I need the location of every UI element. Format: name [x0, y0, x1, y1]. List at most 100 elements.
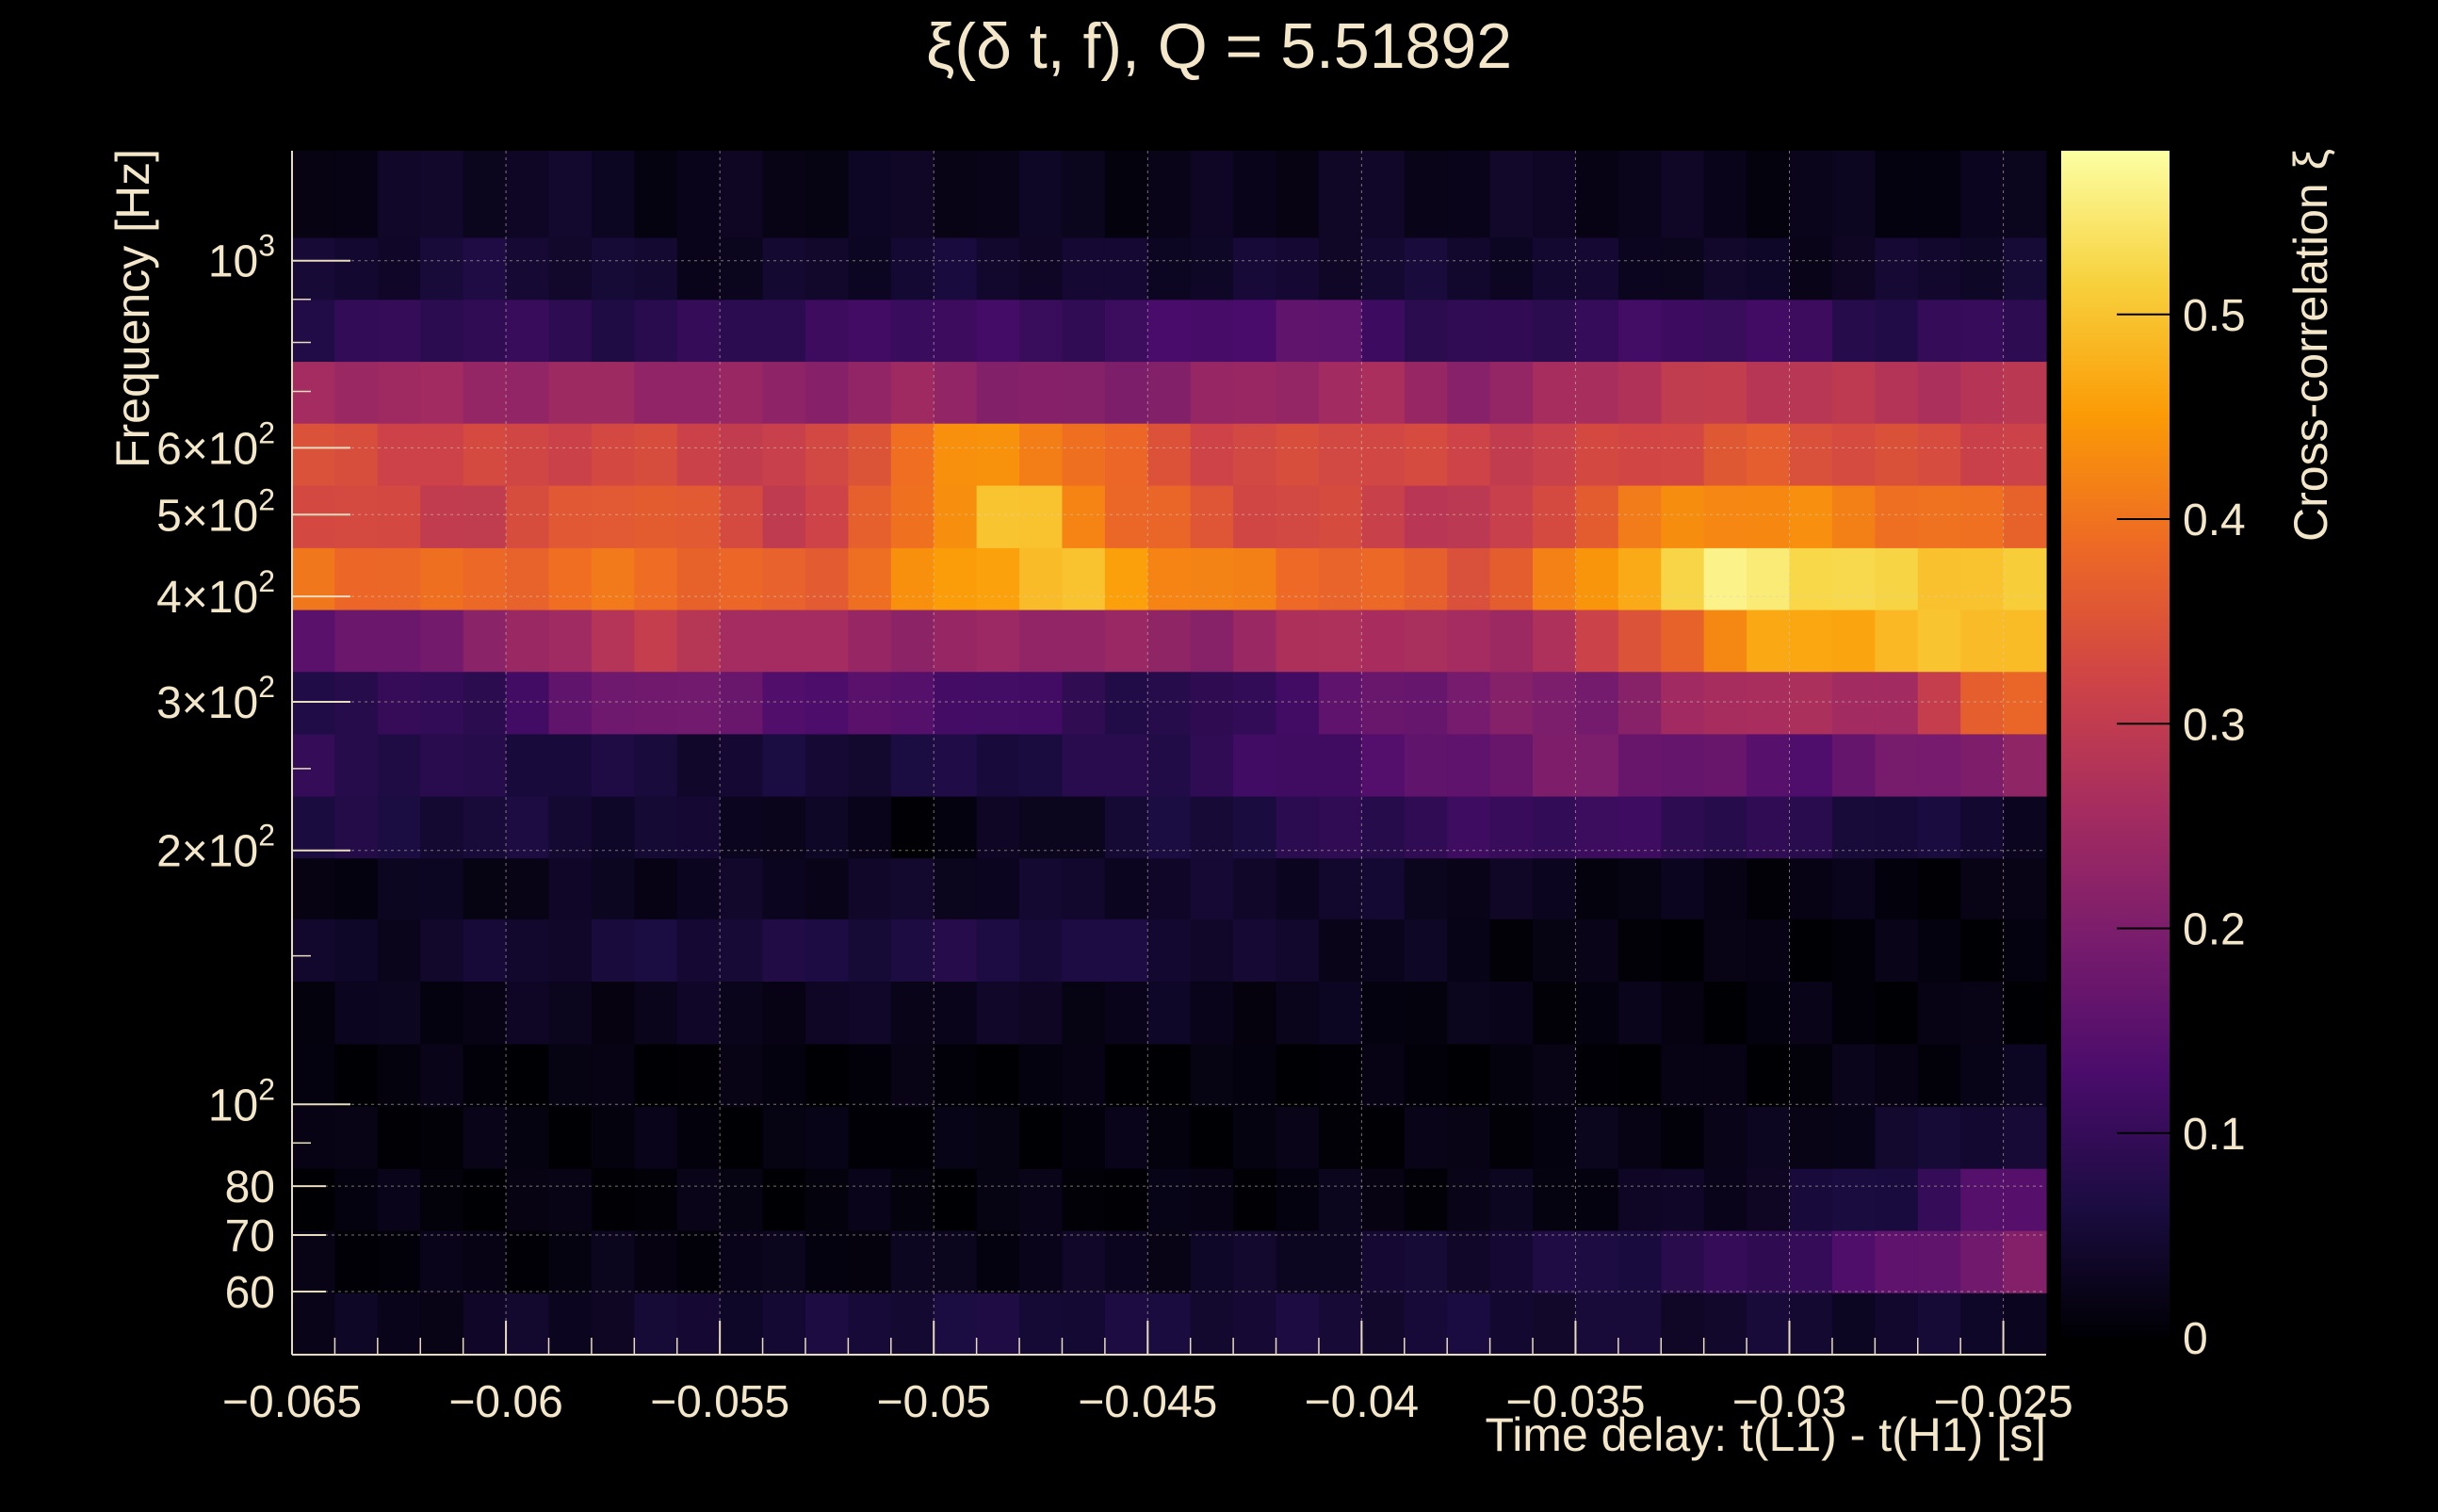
heatmap-cell — [1361, 609, 1406, 673]
heatmap-cell — [1575, 423, 1619, 486]
heatmap-cell — [377, 857, 421, 919]
heatmap-cell — [1190, 423, 1234, 486]
heatmap-cell — [420, 151, 464, 238]
heatmap-cell — [1617, 671, 1662, 735]
heatmap-cell — [805, 857, 849, 919]
heatmap-cell — [377, 671, 421, 735]
heatmap-cell — [1404, 547, 1448, 610]
heatmap-cell — [292, 671, 336, 735]
heatmap-cell — [1661, 919, 1705, 983]
heatmap-cell — [1489, 299, 1534, 363]
heatmap-cell — [1831, 1230, 1876, 1293]
heatmap-cell — [1789, 671, 1833, 735]
heatmap-cell — [292, 1168, 336, 1231]
heatmap-cell — [1361, 733, 1406, 797]
heatmap-cell — [720, 733, 764, 797]
heatmap-cell — [1062, 1168, 1106, 1231]
heatmap-cell — [377, 236, 421, 301]
heatmap-cell — [591, 151, 635, 238]
heatmap-cell — [292, 547, 336, 610]
heatmap-cell — [1661, 361, 1705, 424]
heatmap-cell — [676, 484, 721, 548]
heatmap-cell — [1789, 1106, 1833, 1169]
heatmap-cell — [805, 1043, 849, 1107]
heatmap-cell — [334, 795, 379, 859]
heatmap-cell — [676, 671, 721, 735]
heatmap-cell — [1661, 151, 1705, 238]
heatmap-cell — [1575, 795, 1619, 859]
heatmap-cell — [848, 671, 892, 735]
heatmap-cell — [2003, 609, 2047, 673]
heatmap-cell — [934, 733, 978, 797]
heatmap-cell — [1533, 361, 1577, 424]
heatmap-cell — [676, 795, 721, 859]
heatmap-cell — [591, 547, 635, 610]
heatmap-cell — [463, 671, 507, 735]
heatmap-cell — [420, 361, 464, 424]
heatmap-cell — [634, 423, 678, 486]
heatmap-cell — [1190, 547, 1234, 610]
heatmap-cell — [334, 981, 379, 1045]
heatmap-cell — [548, 733, 593, 797]
heatmap-cell — [1875, 236, 1919, 301]
heatmap-cell — [762, 981, 806, 1045]
colorbar-tick-label: 0.4 — [2183, 496, 2246, 545]
heatmap-cell — [1019, 1293, 1064, 1356]
heatmap-cell — [1489, 795, 1534, 859]
heatmap-cell — [1875, 1106, 1919, 1169]
heatmap-cell — [334, 547, 379, 610]
heatmap-cell — [976, 1106, 1020, 1169]
heatmap-cell — [2003, 733, 2047, 797]
heatmap-cell — [762, 795, 806, 859]
heatmap-cell — [1661, 671, 1705, 735]
heatmap-cell — [1276, 733, 1320, 797]
y-tick-label: 103 — [208, 229, 275, 287]
heatmap-cell — [1533, 236, 1577, 301]
heatmap-cell — [1404, 733, 1448, 797]
heatmap-cell — [934, 1106, 978, 1169]
heatmap-cell — [2003, 857, 2047, 919]
heatmap-cell — [1276, 671, 1320, 735]
heatmap-cell — [890, 361, 935, 424]
heatmap-cell — [1875, 423, 1919, 486]
heatmap-cell — [506, 236, 550, 301]
heatmap-cell — [1575, 857, 1619, 919]
heatmap-cell — [1318, 1230, 1362, 1293]
heatmap-cell — [1233, 1293, 1277, 1356]
heatmap-cell — [1917, 484, 1961, 548]
heatmap-cell — [334, 1230, 379, 1293]
heatmap-cell — [292, 484, 336, 548]
heatmap-cell — [676, 1043, 721, 1107]
heatmap-cell — [1190, 299, 1234, 363]
x-tick-label: −0.025 — [1934, 1377, 2073, 1427]
heatmap-cell — [805, 151, 849, 238]
heatmap-cell — [1361, 236, 1406, 301]
heatmap-cell — [1533, 1230, 1577, 1293]
heatmap-cell — [377, 981, 421, 1045]
heatmap-cell — [890, 1043, 935, 1107]
heatmap-cell — [1960, 857, 2005, 919]
heatmap-cell — [1190, 609, 1234, 673]
heatmap-cell — [762, 857, 806, 919]
heatmap-cell — [1661, 236, 1705, 301]
heatmap-cell — [720, 361, 764, 424]
heatmap-cell — [1917, 236, 1961, 301]
heatmap-cell — [934, 236, 978, 301]
heatmap-cell — [1489, 484, 1534, 548]
heatmap-cell — [805, 795, 849, 859]
heatmap-cell — [1104, 795, 1148, 859]
heatmap-cell — [334, 151, 379, 238]
heatmap-cell — [890, 1106, 935, 1169]
heatmap-cell — [1062, 361, 1106, 424]
heatmap-cell — [292, 981, 336, 1045]
heatmap-cell — [1831, 733, 1876, 797]
heatmap-cell — [762, 547, 806, 610]
heatmap-cell — [1960, 1043, 2005, 1107]
heatmap-cell — [591, 733, 635, 797]
heatmap-cell — [1147, 299, 1192, 363]
heatmap-cell — [463, 1293, 507, 1356]
heatmap-cell — [1747, 733, 1791, 797]
heatmap-cell — [1318, 547, 1362, 610]
heatmap-cell — [634, 981, 678, 1045]
x-axis-label: Time delay: t(L1) - t(H1) [s] — [1486, 1408, 2046, 1461]
